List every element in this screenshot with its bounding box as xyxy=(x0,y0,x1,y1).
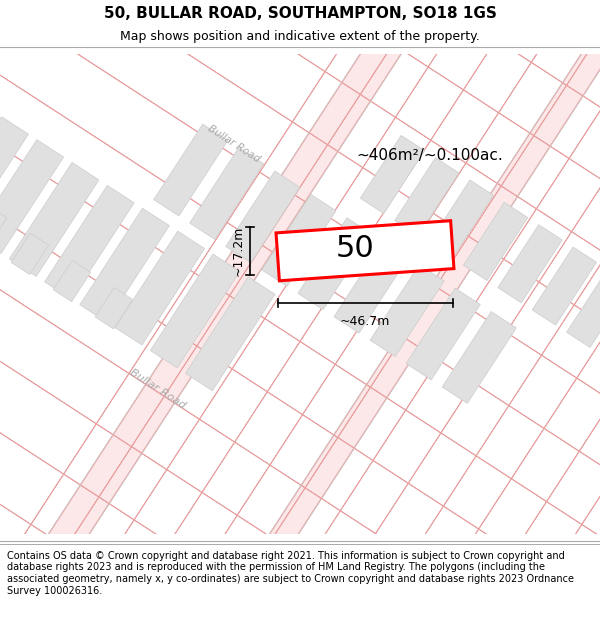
Polygon shape xyxy=(498,224,562,303)
Polygon shape xyxy=(260,0,600,19)
Polygon shape xyxy=(6,0,497,625)
Polygon shape xyxy=(276,221,454,281)
Polygon shape xyxy=(226,171,300,263)
Polygon shape xyxy=(360,136,425,214)
Polygon shape xyxy=(394,136,600,625)
Polygon shape xyxy=(532,247,596,325)
Polygon shape xyxy=(0,117,28,231)
Polygon shape xyxy=(195,0,600,120)
Polygon shape xyxy=(0,32,600,522)
Text: Bullar Road: Bullar Road xyxy=(128,367,188,411)
Polygon shape xyxy=(429,180,493,258)
Polygon shape xyxy=(77,0,567,625)
Polygon shape xyxy=(323,91,600,625)
Polygon shape xyxy=(442,311,517,403)
Text: ~46.7m: ~46.7m xyxy=(340,315,390,328)
Polygon shape xyxy=(464,182,600,625)
Polygon shape xyxy=(0,0,600,472)
Text: 50, BULLAR ROAD, SOUTHAMPTON, SO18 1GS: 50, BULLAR ROAD, SOUTHAMPTON, SO18 1GS xyxy=(104,6,496,21)
Polygon shape xyxy=(41,0,532,625)
Polygon shape xyxy=(162,0,600,170)
Polygon shape xyxy=(112,0,600,625)
Polygon shape xyxy=(0,384,460,625)
Polygon shape xyxy=(0,233,558,625)
Polygon shape xyxy=(11,233,49,274)
Polygon shape xyxy=(0,82,600,572)
Polygon shape xyxy=(334,241,408,333)
Polygon shape xyxy=(0,139,64,254)
Polygon shape xyxy=(406,288,480,380)
Text: Bullar Road: Bullar Road xyxy=(206,123,262,164)
Polygon shape xyxy=(64,0,600,321)
Polygon shape xyxy=(185,277,275,391)
Polygon shape xyxy=(97,0,600,271)
Polygon shape xyxy=(227,0,600,69)
Polygon shape xyxy=(429,159,600,625)
Polygon shape xyxy=(253,45,600,625)
Polygon shape xyxy=(395,158,459,236)
Polygon shape xyxy=(0,0,600,422)
Polygon shape xyxy=(217,22,600,625)
Text: Contains OS data © Crown copyright and database right 2021. This information is : Contains OS data © Crown copyright and d… xyxy=(7,551,574,596)
Polygon shape xyxy=(115,231,205,345)
Polygon shape xyxy=(370,264,444,356)
Polygon shape xyxy=(566,269,600,348)
Polygon shape xyxy=(358,113,600,625)
Polygon shape xyxy=(154,124,228,216)
Polygon shape xyxy=(298,218,372,309)
Polygon shape xyxy=(95,288,133,329)
Text: ~17.2m: ~17.2m xyxy=(232,226,245,276)
Polygon shape xyxy=(151,254,240,368)
Text: 50: 50 xyxy=(335,234,374,263)
Polygon shape xyxy=(31,0,600,371)
Polygon shape xyxy=(44,186,134,299)
Text: Map shows position and indicative extent of the property.: Map shows position and indicative extent… xyxy=(120,30,480,43)
Polygon shape xyxy=(53,261,91,302)
Polygon shape xyxy=(0,132,600,623)
Polygon shape xyxy=(182,0,600,625)
Polygon shape xyxy=(130,0,600,221)
Polygon shape xyxy=(190,148,264,239)
Polygon shape xyxy=(0,182,590,625)
Polygon shape xyxy=(10,162,99,276)
Polygon shape xyxy=(463,202,528,281)
Polygon shape xyxy=(0,0,461,617)
Text: ~406m²/~0.100ac.: ~406m²/~0.100ac. xyxy=(356,148,503,163)
Polygon shape xyxy=(288,68,600,625)
Polygon shape xyxy=(184,0,600,625)
Polygon shape xyxy=(0,0,485,625)
Polygon shape xyxy=(80,208,169,322)
Polygon shape xyxy=(0,283,525,625)
Polygon shape xyxy=(0,334,493,625)
Polygon shape xyxy=(262,194,336,286)
Polygon shape xyxy=(0,206,7,247)
Polygon shape xyxy=(147,0,600,625)
